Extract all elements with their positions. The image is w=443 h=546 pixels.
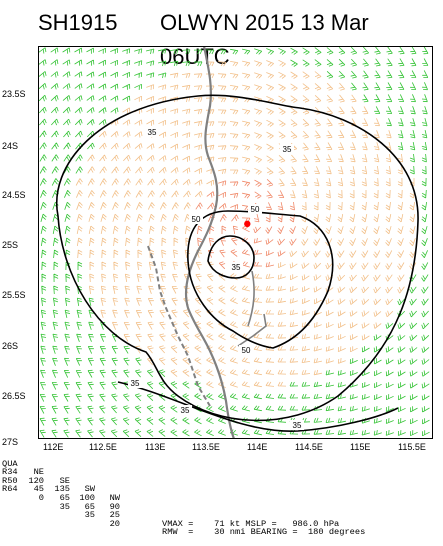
stats-header-cell: SW [84,484,95,495]
stats-row-label: R34 [2,467,18,478]
contour-label-35: 35 [290,420,304,430]
storm-id: SH1915 [38,10,118,35]
contour-label-text: 35 [232,263,241,272]
contour-label-text: 50 [242,346,251,355]
contour-label-bg [248,204,262,214]
contour-label-35: 35 [178,405,192,415]
contour-label-bg [178,405,192,415]
contour-label-50: 50 [189,214,203,224]
stats-row-label: R64 [2,484,18,495]
storm-center-marker [244,220,251,228]
lat-label: 27S [2,437,19,447]
wind-map: 35 35 35 35 35 50 50 50 35 [38,46,433,439]
stats-header-cell: QUA [2,458,18,469]
rmw-bearing-line: RMW = 30 nmi BEARING = 180 degrees [162,527,366,538]
wind-contours: 35 35 35 35 35 50 50 50 35 [56,94,419,432]
lon-label: 115.5E [398,442,426,452]
contour-label-bg [290,420,304,430]
contour-label-bg [128,378,142,388]
coastline-main [184,46,236,439]
stats-cell: 35 [84,510,95,521]
stats-cell: 100 [79,492,95,503]
lon-label: 114E [247,442,268,452]
stats-cell: 45 [33,484,44,495]
lat-label: 25.5S [2,290,26,300]
stats-cell: 135 [54,484,70,495]
stats-cell: 90 [109,501,120,512]
contour-label-bg [280,144,294,154]
contour-label-text: 35 [283,145,292,154]
stats-cell: 120 [28,475,44,486]
stats-cell: 20 [109,518,120,529]
lon-label: 114.5E [295,442,323,452]
lat-label: 24.5S [2,190,26,200]
stats-cell: 0 [38,492,44,503]
lon-label: 112E [43,442,64,452]
contour-label-text: 35 [181,406,190,415]
coastline-inner [247,270,255,327]
lat-label: 26S [2,341,19,351]
stats-header-row: QUA NE SE SW NW [2,451,120,511]
contour-label-35: 35 [128,378,142,388]
map-title: OLWYN 2015 13 Mar 06UTC [160,10,369,69]
wind-radii-table: QUA NE SE SW NW R34 120 135 100 90 R50 4… [0,451,443,536]
contour-label-35: 35 [280,144,294,154]
plot-border [38,46,433,439]
lat-label: 23.5S [2,89,26,99]
stats-row-r64: R64 0 35 35 20 RMW = 30 nmi BEARING = 18… [2,477,365,546]
coastline [147,46,267,439]
contour-label-50: 50 [239,345,253,355]
contour-35 [56,94,419,422]
lat-label: 25S [2,240,19,250]
coastline-islands [147,245,211,407]
contour-label-35-inner: 35 [229,262,243,272]
stats-header-cell: NW [109,492,120,503]
lon-label: 113E [145,442,166,452]
stats-header-cell: NE [33,467,44,478]
stats-cell: 65 [84,501,95,512]
stats-header-cell: SE [59,475,70,486]
contour-label-bg [229,262,243,272]
lon-label: 113.5E [192,442,220,452]
contour-inner [207,235,255,279]
contour-label-bg [189,214,203,224]
stats-row-label: R50 [2,475,18,486]
wind-barbs [38,46,430,438]
strong-wind-barbs [195,179,297,270]
wind-map-svg: 35 35 35 35 35 50 50 50 35 [38,46,433,439]
contour-label-50: 50 [248,204,262,214]
lon-label: 112.5E [89,442,117,452]
contour-label-text: 35 [131,379,140,388]
stats-cell: 25 [109,510,120,521]
contour-label-text: 50 [251,205,260,214]
lon-label: 115E [350,442,371,452]
contour-label-text: 50 [192,215,201,224]
contour-label-35: 35 [145,127,159,137]
coastline-peninsula [237,313,267,347]
moderate-wind-barbs [75,59,417,389]
stats-cell: 35 [59,501,70,512]
contour-label-text: 35 [148,128,157,137]
contour-35-south [117,381,399,432]
lat-label: 26.5S [2,391,26,401]
lat-label: 24S [2,141,19,151]
stats-cell: 65 [59,492,70,503]
contour-label-bg [145,127,159,137]
contour-50 [187,210,334,349]
contour-label-bg [239,345,253,355]
contour-label-text: 35 [293,421,302,430]
vmax-mslp-line: VMAX = 71 kt MSLP = 986.0 hPa [162,518,340,529]
